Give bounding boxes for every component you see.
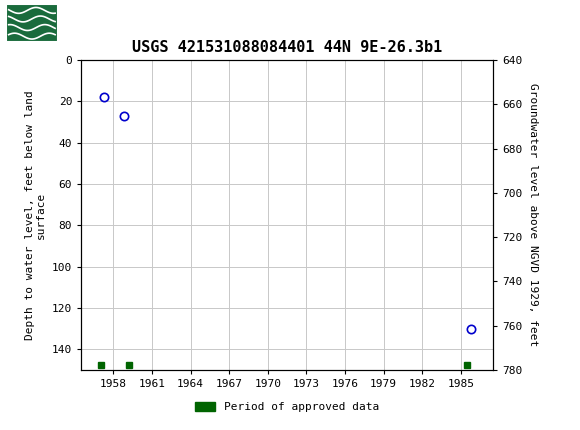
Text: USGS: USGS (67, 14, 122, 31)
Y-axis label: Depth to water level, feet below land
surface: Depth to water level, feet below land su… (25, 90, 46, 340)
Legend: Period of approved data: Period of approved data (191, 398, 383, 417)
Title: USGS 421531088084401 44N 9E-26.3b1: USGS 421531088084401 44N 9E-26.3b1 (132, 40, 442, 55)
Bar (6, 3, 58, 42)
Y-axis label: Groundwater level above NGVD 1929, feet: Groundwater level above NGVD 1929, feet (528, 83, 538, 347)
